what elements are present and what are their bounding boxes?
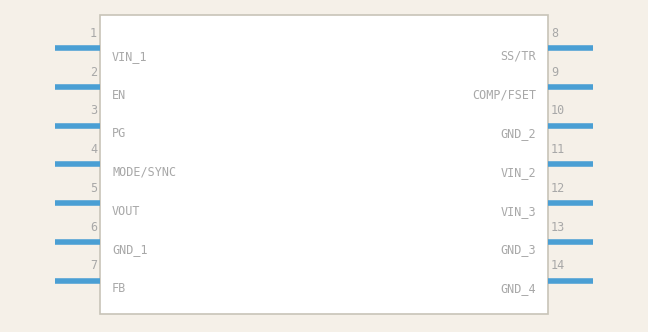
Text: 14: 14	[551, 259, 565, 272]
Text: 11: 11	[551, 143, 565, 156]
Text: 6: 6	[90, 220, 97, 233]
Text: GND_4: GND_4	[500, 282, 536, 295]
Text: VIN_1: VIN_1	[112, 50, 148, 63]
Text: 13: 13	[551, 220, 565, 233]
Text: MODE/SYNC: MODE/SYNC	[112, 166, 176, 179]
Text: VIN_2: VIN_2	[500, 166, 536, 179]
Text: COMP/FSET: COMP/FSET	[472, 89, 536, 102]
Text: PG: PG	[112, 127, 126, 140]
Text: GND_1: GND_1	[112, 243, 148, 256]
Text: 1: 1	[90, 27, 97, 40]
Text: 12: 12	[551, 182, 565, 195]
Text: 5: 5	[90, 182, 97, 195]
Bar	[100, 15, 548, 314]
Text: 2: 2	[90, 66, 97, 79]
Text: GND_2: GND_2	[500, 127, 536, 140]
Text: VIN_3: VIN_3	[500, 205, 536, 218]
Text: SS/TR: SS/TR	[500, 50, 536, 63]
Text: 4: 4	[90, 143, 97, 156]
Text: 7: 7	[90, 259, 97, 272]
Text: VOUT: VOUT	[112, 205, 141, 218]
Text: 9: 9	[551, 66, 558, 79]
Text: 8: 8	[551, 27, 558, 40]
Text: FB: FB	[112, 282, 126, 295]
Text: 10: 10	[551, 104, 565, 117]
Text: 3: 3	[90, 104, 97, 117]
Text: EN: EN	[112, 89, 126, 102]
Text: GND_3: GND_3	[500, 243, 536, 256]
